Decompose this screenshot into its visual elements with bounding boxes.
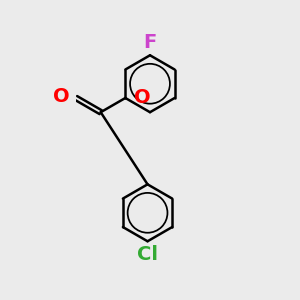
Text: Cl: Cl: [137, 245, 158, 264]
Text: F: F: [143, 33, 157, 52]
Text: O: O: [134, 88, 150, 107]
Text: O: O: [53, 86, 70, 106]
